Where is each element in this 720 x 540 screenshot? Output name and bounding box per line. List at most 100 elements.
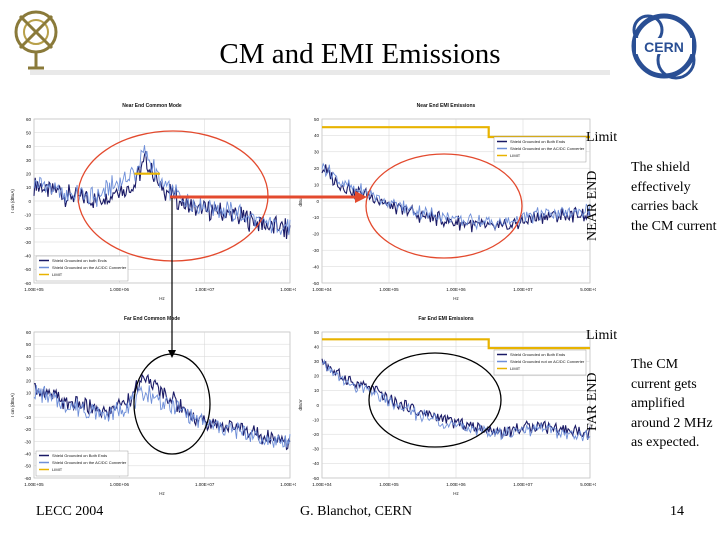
slide-title: CM and EMI Emissions xyxy=(219,38,501,70)
legend-entry: Shield Grounded on the AC/DC Converter xyxy=(510,146,585,151)
x-axis-label: Hz xyxy=(453,296,459,301)
legend-entry: LIMIT xyxy=(52,272,63,277)
x-tick-label: 1.00E+08 xyxy=(280,287,296,292)
legend-entry: Shield Grounded on the AC/DC Converter xyxy=(52,265,127,270)
y-axis-label: I cm (dBuA) xyxy=(10,393,15,417)
y-tick-label: -30 xyxy=(24,439,31,444)
legend-entry: Shield Grounded on Both Ends xyxy=(52,453,107,458)
y-tick-label: -60 xyxy=(24,281,31,286)
y-tick-label: -10 xyxy=(312,417,319,422)
x-tick-label: 1.00E+05 xyxy=(379,482,399,487)
legend-entry: LIMIT xyxy=(510,153,521,158)
chart-title: Near End EMI Emissions xyxy=(417,103,476,109)
x-tick-label: 1.00E+07 xyxy=(195,482,215,487)
legend-box xyxy=(493,349,587,376)
chart-legend: Shield Grounded on Both Ends Shield Groun… xyxy=(493,349,587,376)
near-end-emi-chart: Near End EMI Emissions 50 40 30 20 10 0 -10 -20 -… xyxy=(296,99,596,305)
y-tick-label: -50 xyxy=(24,464,31,469)
y-tick-label: -60 xyxy=(24,476,31,481)
x-tick-label: 1.00E+07 xyxy=(513,287,533,292)
y-tick-label: 0 xyxy=(28,199,31,204)
x-tick-label: 1.00E+04 xyxy=(312,482,332,487)
y-tick-label: 30 xyxy=(314,150,320,155)
title-divider xyxy=(30,70,610,75)
footer-conference: LECC 2004 xyxy=(36,504,104,519)
y-tick-label: 50 xyxy=(314,117,320,122)
x-tick-label: 1.00E+06 xyxy=(446,482,466,487)
far-end-common-mode-chart: Far End Common Mode 60 50 40 30 20 10 0 -10 -20 -3… xyxy=(8,312,296,500)
y-tick-label: -10 xyxy=(24,212,31,217)
y-tick-label: 0 xyxy=(316,403,319,408)
y-tick-label: 30 xyxy=(26,366,32,371)
y-tick-label: 40 xyxy=(26,354,32,359)
chart-title: Near End Common Mode xyxy=(122,103,182,109)
legend-entry: Shield Grounded on Both Ends xyxy=(510,139,565,144)
x-axis-label: Hz xyxy=(159,296,165,301)
y-tick-label: -40 xyxy=(24,451,31,456)
y-tick-label: -30 xyxy=(312,248,319,253)
y-tick-label: 10 xyxy=(26,185,32,190)
y-tick-label: 10 xyxy=(314,182,320,187)
chart-legend: Shield Grounded on Both Ends Shield Groun… xyxy=(35,450,129,477)
y-tick-label: -20 xyxy=(24,226,31,231)
y-tick-label: 40 xyxy=(26,144,32,149)
limit-label-top: Limit xyxy=(586,130,618,145)
y-tick-label: 10 xyxy=(26,391,32,396)
y-tick-label: 50 xyxy=(314,330,320,335)
chart-title: Far End Common Mode xyxy=(124,316,180,322)
note-bottom: The CM current gets amplified around 2 M… xyxy=(631,357,713,450)
x-tick-label: 1.00E+07 xyxy=(195,287,215,292)
y-tick-label: -50 xyxy=(312,476,319,481)
cern-logo: CERN xyxy=(618,8,708,84)
y-tick-label: 50 xyxy=(26,130,32,135)
near-end-label: NEAR END xyxy=(585,170,600,241)
y-tick-label: -10 xyxy=(24,415,31,420)
y-tick-label: 20 xyxy=(314,374,320,379)
y-tick-label: -10 xyxy=(312,215,319,220)
y-tick-label: -30 xyxy=(24,240,31,245)
y-tick-label: 40 xyxy=(314,133,320,138)
y-tick-label: 30 xyxy=(314,359,320,364)
limit-line xyxy=(322,338,590,350)
x-tick-label: 1.00E+06 xyxy=(110,287,130,292)
y-tick-label: -20 xyxy=(312,432,319,437)
y-tick-label: -40 xyxy=(312,461,319,466)
x-tick-label: 1.00E+05 xyxy=(24,482,44,487)
y-tick-label: -40 xyxy=(24,253,31,258)
page-number: 14 xyxy=(670,504,684,519)
chart-legend: Shield Grounded on both Ends Shield Groun… xyxy=(35,255,129,282)
x-tick-label: 1.00E+06 xyxy=(110,482,130,487)
y-axis-label: dBuV xyxy=(298,399,303,410)
x-tick-label: 1.00E+05 xyxy=(379,287,399,292)
y-tick-label: 10 xyxy=(314,388,320,393)
legend-entry: Shield Grounded on Both Ends xyxy=(510,352,565,357)
x-axis-label: Hz xyxy=(453,491,459,496)
x-tick-label: 1.00E+04 xyxy=(312,287,332,292)
chart-title: Far End EMI Emissions xyxy=(418,316,474,322)
y-tick-label: 20 xyxy=(26,171,32,176)
y-tick-label: 60 xyxy=(26,330,32,335)
chart-legend: Shield Grounded on Both Ends Shield Groun… xyxy=(493,136,587,163)
y-tick-label: -20 xyxy=(24,427,31,432)
y-tick-label: 20 xyxy=(26,378,32,383)
legend-entry: LIMIT xyxy=(52,467,63,472)
lhc-logo xyxy=(14,10,58,70)
y-tick-label: -40 xyxy=(312,264,319,269)
y-tick-label: 0 xyxy=(316,199,319,204)
y-axis-label: dBuV xyxy=(298,195,303,206)
far-end-emi-chart: Far End EMI Emissions 50 40 30 20 10 0 -10 -20 -3… xyxy=(296,312,596,500)
legend-entry: Shield Grounded on the AC/DC Converter xyxy=(52,460,127,465)
y-tick-label: 0 xyxy=(28,403,31,408)
far-end-label: FAR END xyxy=(585,372,600,431)
limit-label-bottom: Limit xyxy=(586,328,618,343)
y-tick-label: -50 xyxy=(312,281,319,286)
x-tick-label: 1.00E+07 xyxy=(513,482,533,487)
legend-entry: LIMIT xyxy=(510,366,521,371)
x-tick-label: 1.00E+06 xyxy=(446,287,466,292)
y-tick-label: -50 xyxy=(24,267,31,272)
x-tick-label: 1.00E+08 xyxy=(280,482,296,487)
near-end-common-mode-chart: Near End Common Mode 60 50 40 30 20 10 0 -10 -20 -… xyxy=(8,99,296,305)
y-axis-label: I cm (dBuA) xyxy=(10,189,15,213)
y-tick-label: 30 xyxy=(26,158,32,163)
x-tick-label: 1.00E+05 xyxy=(24,287,44,292)
